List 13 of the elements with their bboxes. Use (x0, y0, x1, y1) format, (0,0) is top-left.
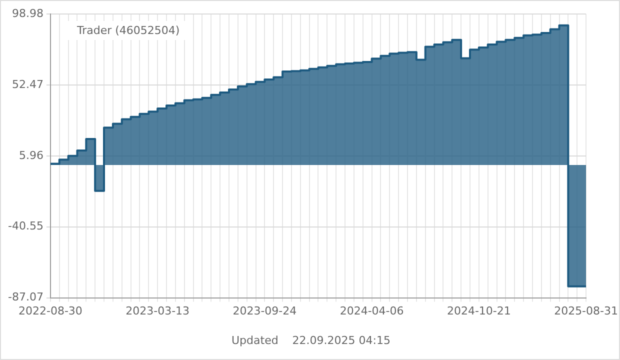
y-tick-label: 5.96 (18, 148, 44, 162)
x-tick-label: 2023-09-24 (232, 304, 297, 318)
x-tick-label: 2022-08-30 (18, 304, 82, 318)
x-tick-label: 2023-03-13 (126, 304, 190, 318)
x-tick-label: 2024-04-06 (340, 304, 404, 318)
x-tick-label: 2025-08-31 (554, 304, 618, 318)
x-tick-label: 2024-10-21 (446, 304, 511, 318)
y-tick-label: 98.98 (12, 6, 44, 20)
text: Updated 22.09.2025 04:15 (230, 334, 392, 347)
y-tick-label: 52.47 (12, 78, 44, 91)
y-tick-label: -40.55 (8, 220, 44, 233)
text: Trader (46052504) (67, 21, 190, 40)
y-tick-label: -87.07 (8, 290, 44, 304)
